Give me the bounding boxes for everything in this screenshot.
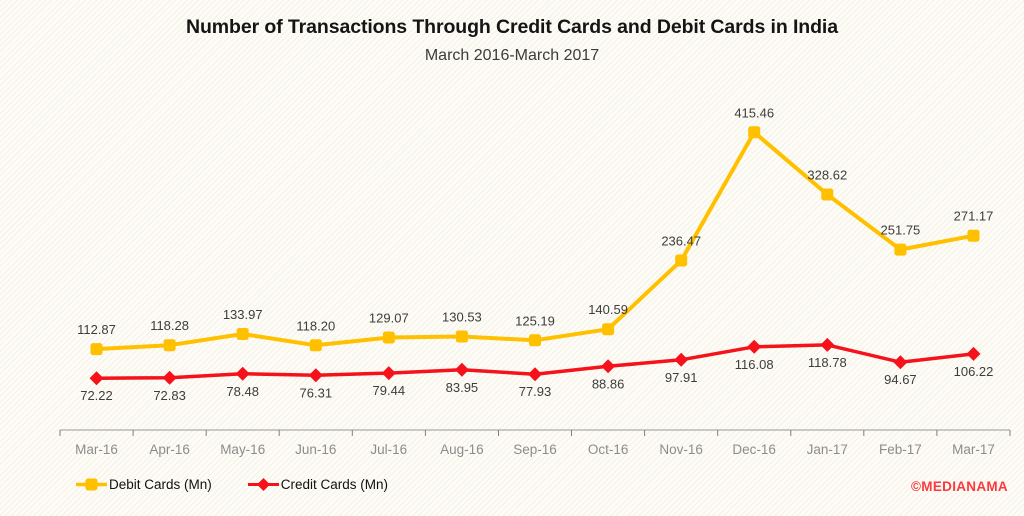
svg-text:Dec-16: Dec-16 [732, 442, 776, 457]
debit-series-marker-icon [76, 478, 107, 491]
svg-text:271.17: 271.17 [954, 209, 994, 224]
svg-text:Apr-16: Apr-16 [149, 442, 190, 457]
chart-canvas: Mar-16 Apr-16 May-16 Jun-16 Jul-16 Aug-16 Sep-… [59, 105, 1011, 457]
svg-text:Jan-17: Jan-17 [807, 442, 848, 457]
svg-text:88.86: 88.86 [592, 376, 625, 391]
svg-text:118.20: 118.20 [296, 318, 335, 333]
chart-subtitle: March 2016-March 2017 [424, 47, 600, 64]
svg-text:Jul-16: Jul-16 [370, 442, 407, 457]
svg-text:106.22: 106.22 [954, 364, 994, 379]
svg-text:129.07: 129.07 [369, 311, 409, 326]
chart-legend: Debit Cards (Mn) Credit Cards (Mn) [76, 477, 388, 492]
svg-text:Mar-16: Mar-16 [75, 442, 118, 457]
svg-text:112.87: 112.87 [77, 322, 116, 337]
svg-text:97.91: 97.91 [665, 370, 698, 385]
svg-text:133.97: 133.97 [223, 307, 263, 322]
chart-title: Number of Transactions Through Credit Ca… [186, 16, 838, 38]
svg-text:94.67: 94.67 [884, 372, 917, 387]
chart-area: Mar-16 Apr-16 May-16 Jun-16 Jul-16 Aug-16 Sep-… [0, 85, 1024, 470]
credit-series-marker-icon [247, 478, 279, 491]
svg-text:130.53: 130.53 [442, 310, 482, 325]
svg-text:Nov-16: Nov-16 [659, 442, 703, 457]
svg-text:Jun-16: Jun-16 [295, 442, 336, 457]
svg-text:125.19: 125.19 [515, 313, 555, 328]
svg-text:77.93: 77.93 [519, 384, 552, 399]
svg-text:79.44: 79.44 [373, 383, 406, 398]
legend-label-debit: Debit Cards (Mn) [109, 477, 212, 492]
legend-item-debit-cards: Debit Cards (Mn) [76, 477, 212, 492]
svg-text:72.22: 72.22 [80, 388, 113, 403]
svg-text:Oct-16: Oct-16 [588, 442, 629, 457]
svg-text:116.08: 116.08 [735, 357, 774, 372]
legend-item-credit-cards: Credit Cards (Mn) [247, 477, 389, 492]
watermark: ©MEDIANAMA [911, 479, 1008, 494]
legend-label-credit: Credit Cards (Mn) [280, 477, 389, 492]
svg-text:72.83: 72.83 [153, 388, 186, 403]
legend-square-marker [85, 478, 98, 491]
svg-text:415.46: 415.46 [734, 105, 774, 120]
svg-text:118.28: 118.28 [150, 318, 189, 333]
svg-text:Sep-16: Sep-16 [513, 442, 557, 457]
svg-text:236.47: 236.47 [661, 234, 701, 249]
svg-text:118.78: 118.78 [808, 355, 847, 370]
svg-text:83.95: 83.95 [446, 380, 479, 395]
svg-text:Aug-16: Aug-16 [440, 442, 484, 457]
chart-footer: Debit Cards (Mn) Credit Cards (Mn) ©MEDI… [0, 470, 1024, 516]
svg-text:May-16: May-16 [220, 442, 265, 457]
svg-text:Mar-17: Mar-17 [952, 442, 995, 457]
legend-diamond-marker [256, 478, 270, 491]
chart-header: Number of Transactions Through Credit Ca… [0, 0, 1024, 85]
svg-text:76.31: 76.31 [300, 385, 333, 400]
svg-text:Feb-17: Feb-17 [879, 442, 922, 457]
svg-text:78.48: 78.48 [226, 384, 259, 399]
svg-text:140.59: 140.59 [588, 302, 628, 317]
svg-text:251.75: 251.75 [881, 223, 921, 238]
svg-text:328.62: 328.62 [807, 168, 847, 183]
